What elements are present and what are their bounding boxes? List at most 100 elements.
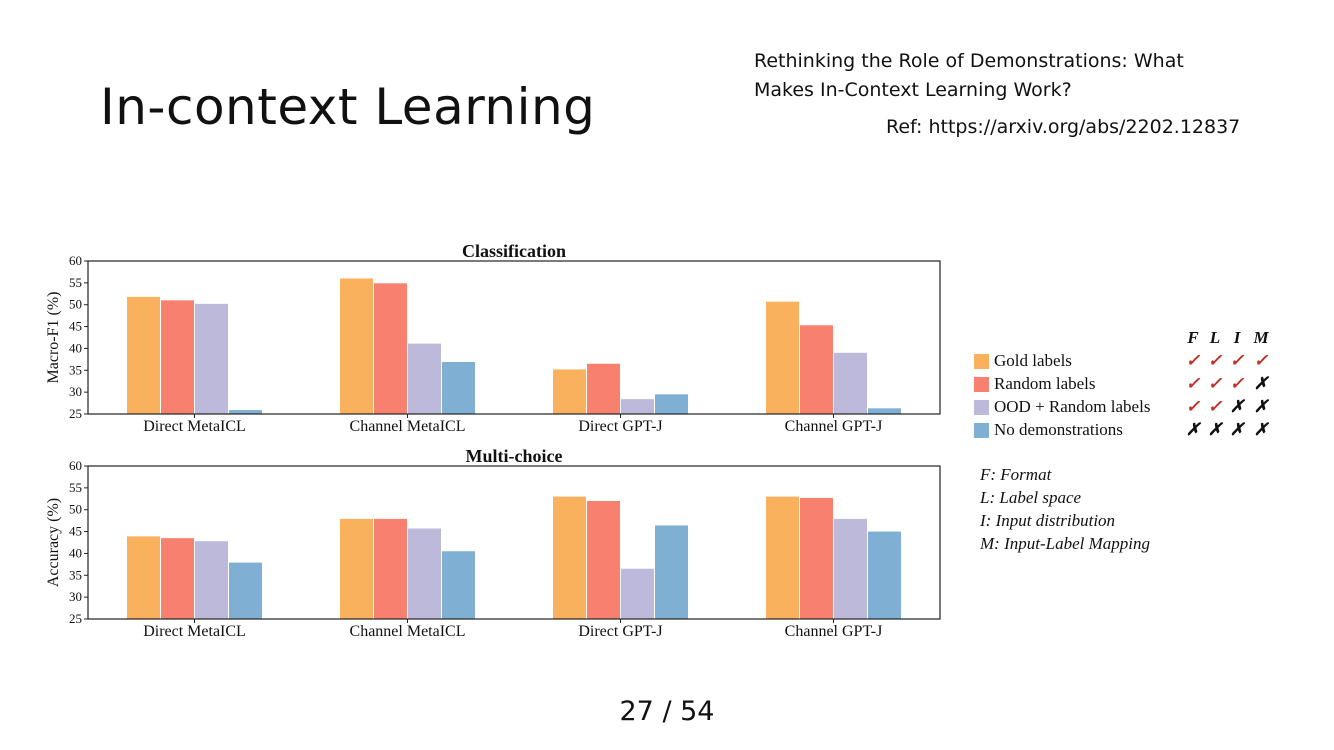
classification-xtick-label: Direct MetaICL — [143, 418, 246, 435]
bar-charts: Direct MetaICL Channel MetaICL Direct GPT-… — [45, 241, 941, 640]
paper-reference: Ref: https://arxiv.org/abs/2202.12837 — [886, 116, 1241, 138]
legend-swatch — [974, 400, 989, 415]
page-number: 27 / 54 — [619, 696, 715, 727]
multi-choice-bar-1-1 — [374, 518, 407, 619]
classification-bar-3-0 — [766, 301, 799, 414]
classification-bar-0-3 — [229, 410, 262, 414]
classification-bar-0-0 — [127, 296, 160, 414]
classification-bar-1-2 — [408, 343, 441, 414]
multi-choice-bar-3-3 — [868, 531, 901, 619]
cross-mark-icon: ✗ — [1229, 397, 1245, 416]
multi-choice-xtick-label: Direct MetaICL — [143, 623, 246, 640]
check-mark-icon: ✓ — [1185, 374, 1201, 393]
classification-y-axis-label: Macro-F1 (%) — [45, 292, 62, 384]
multi-choice-bar-2-2 — [621, 568, 654, 619]
classification-bar-1-1 — [374, 283, 407, 414]
classification-ytick-label: 40 — [69, 340, 82, 355]
classification-chart-title: Classification — [462, 241, 566, 261]
multi-choice-xtick-label: Channel MetaICL — [350, 623, 466, 640]
legend-row: Gold labels ✓ ✓ ✓ ✓ — [972, 350, 1292, 372]
classification-xtick-label: Channel MetaICL — [350, 418, 466, 435]
multi-choice-y-axis-label: Accuracy (%) — [45, 498, 62, 587]
cross-mark-icon: ✗ — [1253, 420, 1269, 439]
paper-title: Rethinking the Role of Demonstrations: W… — [754, 50, 1184, 101]
multi-choice-bar-0-2 — [195, 541, 228, 619]
cross-mark-icon: ✗ — [1185, 420, 1201, 439]
classification-xtick-label: Channel GPT-J — [785, 418, 883, 435]
classification-xtick-label: Direct GPT-J — [578, 418, 662, 435]
legend-column-f: F — [1187, 328, 1199, 347]
charts-panel: Direct MetaICL Channel MetaICL Direct GPT-… — [40, 238, 950, 653]
classification-ytick-label: 50 — [69, 297, 82, 312]
check-mark-icon: ✓ — [1207, 351, 1223, 370]
multi-choice-bar-2-3 — [655, 525, 688, 619]
legend-row: Random labels ✓ ✓ ✓ ✗ — [972, 373, 1292, 395]
multi-choice-bar-1-3 — [442, 551, 475, 619]
legend-swatch — [974, 377, 989, 392]
legend-label: Gold labels — [994, 351, 1072, 370]
classification-bar-2-2 — [621, 399, 654, 414]
legend-key: F: Format L: Label space I: Input distribu… — [980, 463, 1150, 555]
classification-ytick-label: 55 — [69, 275, 82, 290]
multi-choice-bar-2-1 — [587, 500, 620, 619]
legend-key-item: I: Input distribution — [980, 511, 1116, 530]
legend-label: No demonstrations — [994, 420, 1123, 439]
multi-choice-ytick-label: 60 — [69, 458, 82, 473]
classification-bar-2-1 — [587, 363, 620, 414]
check-mark-icon: ✓ — [1185, 351, 1201, 370]
multi-choice-bar-3-2 — [834, 518, 867, 619]
multi-choice-ytick-label: 25 — [69, 611, 82, 626]
legend-swatch — [974, 423, 989, 438]
legend-column-l: L — [1209, 328, 1221, 347]
multi-choice-xtick-label: Channel GPT-J — [785, 623, 883, 640]
multi-choice-bar-1-2 — [408, 528, 441, 619]
classification-bar-2-3 — [655, 394, 688, 414]
multi-choice-bar-0-1 — [161, 538, 194, 619]
multi-choice-bar-1-0 — [340, 518, 373, 619]
legend-key-item: L: Label space — [980, 488, 1082, 507]
multi-choice-plot-frame — [87, 465, 941, 620]
check-mark-icon: ✓ — [1229, 374, 1245, 393]
classification-ytick-label: 30 — [69, 384, 82, 399]
multi-choice-bar-0-3 — [229, 562, 262, 619]
legend-key-item: M: Input-Label Mapping — [980, 534, 1150, 553]
classification-ytick-label: 60 — [69, 253, 82, 268]
legend-swatch — [974, 354, 989, 369]
legend-row: OOD + Random labels ✓ ✓ ✗ ✗ — [972, 396, 1292, 418]
multi-choice-chart-title: Multi-choice — [466, 446, 563, 466]
multi-choice-ytick-label: 30 — [69, 589, 82, 604]
classification-bar-2-0 — [553, 369, 586, 414]
multi-choice-bar-0-0 — [127, 536, 160, 619]
classification-ytick-label: 45 — [69, 319, 82, 334]
check-mark-icon: ✓ — [1207, 374, 1223, 393]
classification-bar-3-2 — [834, 352, 867, 414]
cross-mark-icon: ✗ — [1253, 397, 1269, 416]
multi-choice-ytick-label: 40 — [69, 545, 82, 560]
multi-choice-ytick-label: 35 — [69, 567, 82, 582]
classification-bar-1-0 — [340, 278, 373, 414]
classification-ytick-label: 25 — [69, 406, 82, 421]
cross-mark-icon: ✗ — [1229, 420, 1245, 439]
legend-label: OOD + Random labels — [994, 397, 1151, 416]
classification-bar-0-2 — [195, 303, 228, 414]
multi-choice-ytick-label: 50 — [69, 502, 82, 517]
legend-row: No demonstrations ✗ ✗ ✗ ✗ — [972, 419, 1292, 441]
classification-bar-3-1 — [800, 325, 833, 414]
check-mark-icon: ✓ — [1253, 351, 1269, 370]
multi-choice-bar-3-1 — [800, 497, 833, 619]
legend-label: Random labels — [994, 374, 1096, 393]
cross-mark-icon: ✗ — [1253, 374, 1269, 393]
classification-bar-3-3 — [868, 408, 901, 414]
classification-ytick-label: 35 — [69, 362, 82, 377]
classification-plot-frame — [87, 260, 941, 415]
multi-choice-bar-3-0 — [766, 496, 799, 619]
multi-choice-xtick-label: Direct GPT-J — [578, 623, 662, 640]
slide-title: In-context Learning — [100, 78, 596, 136]
legend-column-m: M — [1253, 328, 1269, 347]
classification-bar-0-1 — [161, 300, 194, 414]
multi-choice-ytick-label: 45 — [69, 524, 82, 539]
classification-bar-1-3 — [442, 361, 475, 414]
multi-choice-ytick-label: 55 — [69, 480, 82, 495]
legend-column-i: I — [1233, 328, 1241, 347]
